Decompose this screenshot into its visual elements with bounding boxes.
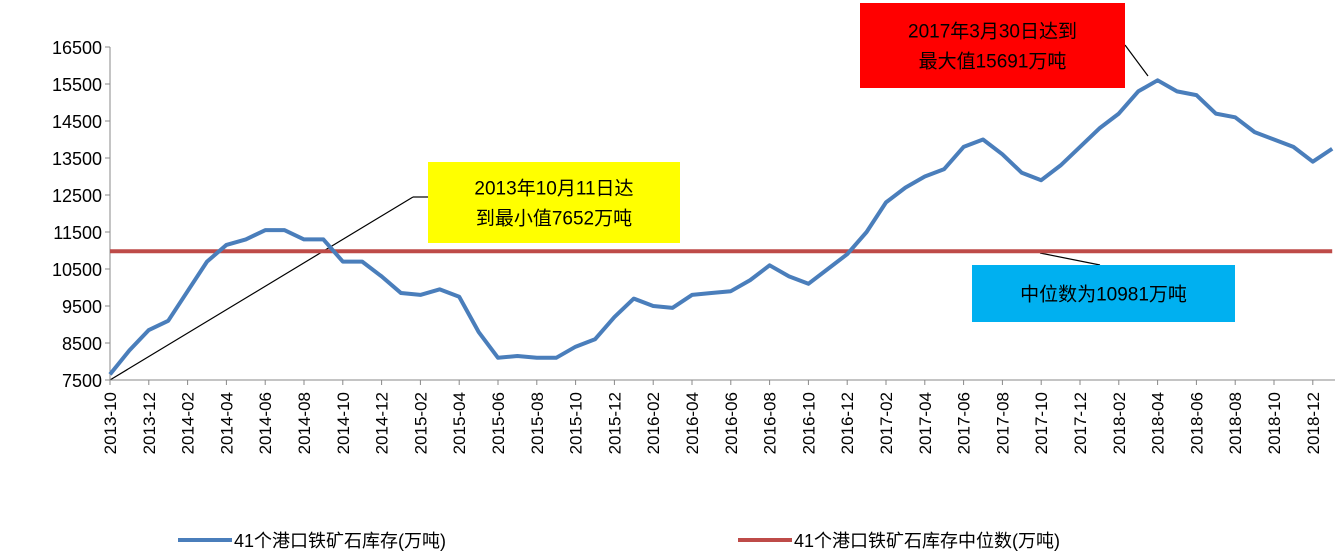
x-tick-label: 2017-06: [955, 392, 974, 454]
x-tick-label: 2016-08: [761, 392, 780, 454]
x-tick-label: 2016-10: [799, 392, 818, 454]
x-tick-label: 2018-02: [1110, 392, 1129, 454]
x-tick-label: 2015-02: [411, 392, 430, 454]
y-tick-label: 11500: [53, 223, 102, 243]
x-tick-label: 2015-04: [450, 392, 469, 454]
annotation-text: 中位数为10981万吨: [1020, 284, 1187, 306]
x-tick-label: 2017-02: [877, 392, 896, 454]
leader-line: [1039, 252, 1101, 266]
x-tick-label: 2017-12: [1071, 392, 1090, 454]
x-tick-label: 2015-06: [489, 392, 508, 454]
x-tick-label: 2018-06: [1187, 392, 1206, 454]
x-tick-label: 2018-08: [1226, 392, 1245, 454]
leader-line: [1124, 44, 1149, 77]
annotation-box: [860, 3, 1125, 88]
y-tick-label: 15500: [52, 75, 102, 95]
y-tick-label: 13500: [52, 149, 102, 169]
x-tick-label: 2017-04: [916, 392, 935, 454]
y-tick-label: 9500: [62, 297, 102, 317]
data-line: [108, 78, 1334, 376]
legend-label: 41个港口铁矿石库存(万吨): [234, 531, 446, 551]
x-tick-label: 2016-02: [644, 392, 663, 454]
x-tick-label: 2014-06: [256, 392, 275, 454]
annotation-box: [428, 162, 680, 243]
x-tick-label: 2017-10: [1032, 392, 1051, 454]
y-tick-label: 7500: [62, 371, 102, 391]
x-tick-label: 2016-12: [838, 392, 857, 454]
x-tick-label: 2018-04: [1149, 392, 1168, 454]
leader-line: [109, 196, 414, 381]
annotation-text: 2013年10月11日达: [474, 178, 633, 200]
x-tick-label: 2014-10: [334, 392, 353, 454]
y-tick-label: 8500: [62, 334, 102, 354]
x-tick-label: 2015-08: [528, 392, 547, 454]
x-tick-label: 2018-10: [1265, 392, 1284, 454]
x-tick-label: 2016-04: [683, 392, 702, 454]
x-tick-label: 2014-08: [295, 392, 314, 454]
x-tick-label: 2017-08: [993, 392, 1012, 454]
x-tick-label: 2014-02: [179, 392, 198, 454]
y-tick-label: 12500: [52, 186, 102, 206]
y-tick-label: 16500: [52, 38, 102, 58]
x-tick-label: 2015-12: [605, 392, 624, 454]
x-tick-label: 2018-12: [1304, 392, 1323, 454]
legend-label: 41个港口铁矿石库存中位数(万吨): [794, 531, 1060, 551]
annotation-box: [972, 265, 1235, 322]
x-tick-label: 2013-10: [101, 392, 120, 454]
y-tick-label: 10500: [52, 260, 102, 280]
annotation-text: 最大值15691万吨: [919, 51, 1067, 73]
annotation-text: 2017年3月30日达到: [908, 21, 1077, 43]
x-tick-label: 2014-12: [373, 392, 392, 454]
y-tick-label: 14500: [52, 112, 102, 132]
x-tick-label: 2015-10: [567, 392, 586, 454]
x-tick-label: 2014-04: [217, 392, 236, 454]
annotation-text: 到最小值7652万吨: [476, 208, 632, 230]
x-tick-label: 2013-12: [140, 392, 159, 454]
x-tick-label: 2016-06: [722, 392, 741, 454]
